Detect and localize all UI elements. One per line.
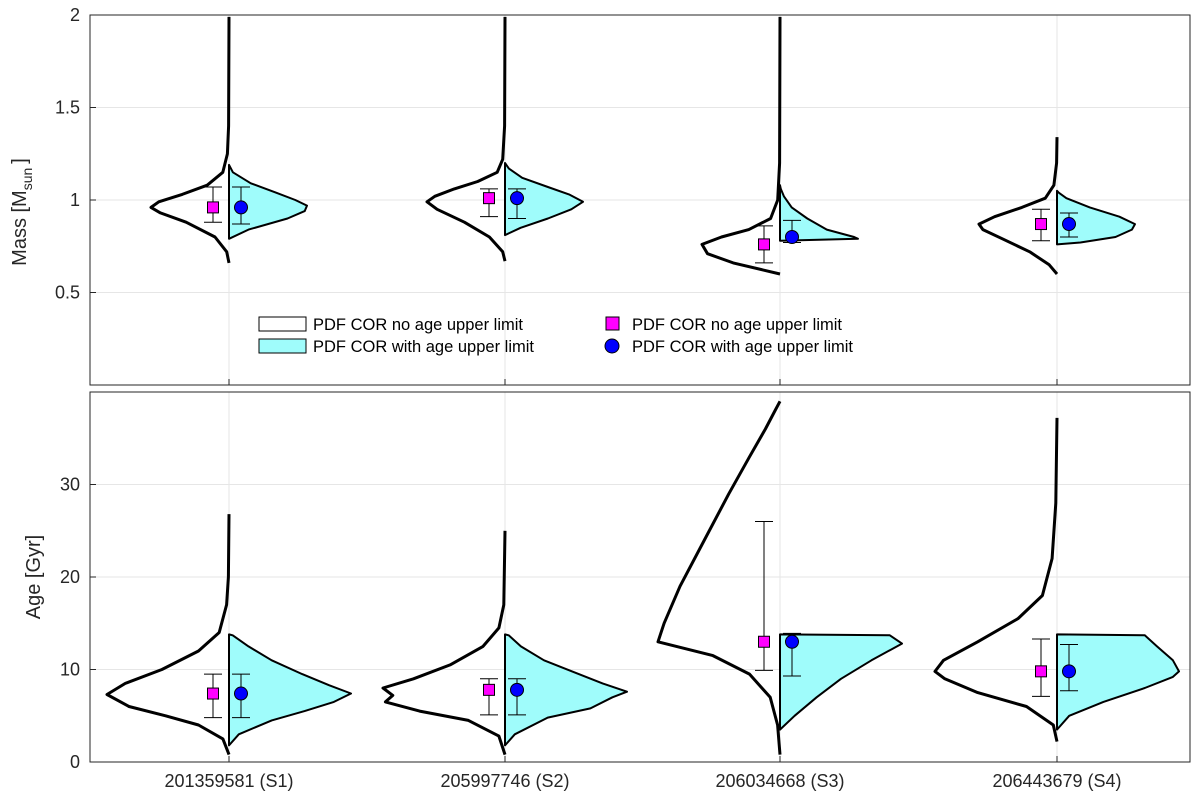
age-violins [105, 400, 1180, 756]
violin-no-limit-3 [656, 400, 782, 755]
legend-marker-with-limit [604, 338, 620, 354]
violin-no-limit-4 [933, 417, 1059, 742]
legend-label-violin-with-limit: PDF COR with age upper limit [313, 338, 534, 356]
age-y-tick-label: 30 [60, 475, 80, 495]
age-markers [204, 521, 1078, 719]
x-tick-labels: 201359581 (S1) 205997746 (S2) 206034668 (S… [164, 771, 1121, 791]
mass-markers [204, 186, 1078, 264]
legend-marker-no-limit [605, 316, 620, 331]
violin-no-limit-3 [700, 16, 782, 276]
violin-with-limit-4 [1056, 189, 1136, 246]
marker-with-limit-2 [510, 191, 524, 206]
violin-no-limit-1 [149, 16, 231, 264]
age-panel: 0 10 20 30 Age [Gyr] [23, 391, 1191, 772]
marker-with-limit-2 [510, 682, 524, 697]
violin-no-limit-2 [381, 530, 507, 756]
marker-no-limit-2 [483, 192, 495, 205]
marker-with-limit-3 [785, 230, 799, 244]
marker-with-limit-4 [1062, 217, 1076, 232]
marker-no-limit-4 [1035, 218, 1047, 231]
age-y-tick-label: 10 [60, 660, 80, 680]
violin-no-limit-4 [977, 137, 1059, 275]
marker-no-limit-3 [758, 238, 770, 251]
mass-axes-frame [89, 14, 1191, 386]
marker-no-limit-2 [483, 683, 495, 696]
legend: PDF COR no age upper limit PDF COR with … [258, 316, 853, 356]
mass-y-ticks: 0.5 1 1.5 2 [55, 5, 1058, 385]
legend-swatch-with-limit [258, 338, 307, 354]
age-axes-frame [89, 391, 1191, 763]
violin-no-limit-2 [425, 16, 507, 262]
marker-no-limit-1 [207, 687, 219, 700]
x-tick-label: 201359581 (S1) [164, 771, 293, 791]
legend-swatch-no-limit [258, 316, 307, 332]
violin-with-limit-3 [779, 633, 903, 731]
violin-no-limit-1 [105, 514, 231, 756]
age-y-ticks: 0 10 20 30 [60, 475, 1058, 772]
mass-y-tick-label: 0.5 [55, 283, 80, 303]
marker-with-limit-1 [234, 200, 248, 215]
violin-with-limit-2 [504, 633, 628, 747]
x-tick-label: 206034668 (S3) [715, 771, 844, 791]
age-y-axis-label: Age [Gyr] [23, 535, 45, 619]
legend-label-marker-no-limit: PDF COR no age upper limit [632, 316, 842, 334]
x-tick-label: 206443679 (S4) [992, 771, 1121, 791]
age-y-tick-label: 20 [60, 567, 80, 587]
violin-with-limit-1 [228, 633, 352, 747]
marker-with-limit-3 [785, 634, 799, 649]
violin-with-limit-2 [504, 162, 584, 237]
mass-panel: 0.5 1 1.5 2 Mass [Msun] PDF COR no age uppe… [9, 5, 1191, 386]
mass-y-tick-label: 1 [70, 190, 80, 210]
violin-with-limit-1 [228, 163, 308, 240]
marker-no-limit-4 [1035, 665, 1047, 678]
mass-y-tick-label: 2 [70, 5, 80, 25]
legend-label-violin-no-limit: PDF COR no age upper limit [313, 316, 523, 334]
age-y-tick-label: 0 [70, 752, 80, 772]
marker-with-limit-1 [234, 686, 248, 701]
x-tick-label: 205997746 (S2) [440, 771, 569, 791]
violin-with-limit-4 [1056, 633, 1180, 731]
marker-no-limit-1 [207, 201, 219, 214]
mass-y-tick-label: 1.5 [55, 98, 80, 118]
mass-y-axis-label: Mass [Msun] [9, 158, 35, 266]
legend-label-marker-with-limit: PDF COR with age upper limit [632, 338, 853, 356]
mass-violins [149, 16, 1136, 276]
marker-no-limit-3 [758, 635, 770, 648]
marker-with-limit-4 [1062, 664, 1076, 679]
